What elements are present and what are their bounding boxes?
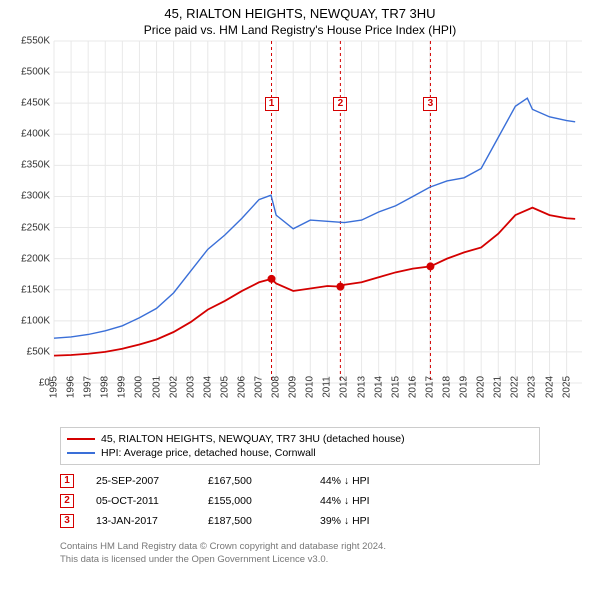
legend-label: 45, RIALTON HEIGHTS, NEWQUAY, TR7 3HU (d…: [101, 433, 405, 445]
y-tick: £250K: [21, 222, 54, 233]
legend-swatch: [67, 452, 95, 454]
x-tick: 2020: [476, 376, 487, 398]
x-tick: 2002: [168, 376, 179, 398]
x-tick: 2001: [151, 376, 162, 398]
legend: 45, RIALTON HEIGHTS, NEWQUAY, TR7 3HU (d…: [60, 427, 540, 465]
x-tick: 2022: [510, 376, 521, 398]
x-tick: 2005: [219, 376, 230, 398]
x-tick: 2023: [527, 376, 538, 398]
x-tick: 2006: [236, 376, 247, 398]
event-row: 1 25-SEP-2007 £167,500 44% ↓ HPI: [60, 471, 540, 491]
y-tick: £150K: [21, 284, 54, 295]
event-number-box: 2: [60, 494, 74, 508]
event-row: 3 13-JAN-2017 £187,500 39% ↓ HPI: [60, 511, 540, 531]
legend-row: 45, RIALTON HEIGHTS, NEWQUAY, TR7 3HU (d…: [67, 432, 533, 446]
event-number-box: 3: [60, 514, 74, 528]
event-delta: 44% ↓ HPI: [320, 475, 410, 487]
event-marker-box: 3: [423, 97, 437, 111]
event-date: 25-SEP-2007: [96, 475, 186, 487]
legend-label: HPI: Average price, detached house, Corn…: [101, 447, 316, 459]
x-tick: 2019: [459, 376, 470, 398]
x-tick: 2014: [373, 376, 384, 398]
event-price: £187,500: [208, 515, 298, 527]
x-tick: 2004: [202, 376, 213, 398]
chart: £0£50K£100K£150K£200K£250K£300K£350K£400…: [0, 41, 600, 421]
x-tick: 2010: [305, 376, 316, 398]
x-tick: 2013: [356, 376, 367, 398]
legend-swatch: [67, 438, 95, 440]
event-delta: 39% ↓ HPI: [320, 515, 410, 527]
footer: Contains HM Land Registry data © Crown c…: [60, 541, 540, 567]
y-tick: £50K: [27, 346, 54, 357]
x-tick: 1997: [83, 376, 94, 398]
x-tick: 2012: [339, 376, 350, 398]
event-delta: 44% ↓ HPI: [320, 495, 410, 507]
events-table: 1 25-SEP-2007 £167,500 44% ↓ HPI 2 05-OCT-201…: [60, 471, 540, 531]
event-price: £155,000: [208, 495, 298, 507]
x-tick: 1998: [100, 376, 111, 398]
x-tick: 1999: [117, 376, 128, 398]
y-tick: £200K: [21, 253, 54, 264]
x-tick: 2011: [322, 376, 333, 398]
footer-line: Contains HM Land Registry data © Crown c…: [60, 541, 540, 554]
x-tick: 1996: [66, 376, 77, 398]
footer-line: This data is licensed under the Open Gov…: [60, 554, 540, 567]
plot-area: £0£50K£100K£150K£200K£250K£300K£350K£400…: [54, 41, 582, 383]
x-tick: 2016: [407, 376, 418, 398]
page-subtitle: Price paid vs. HM Land Registry's House …: [0, 21, 600, 41]
legend-row: HPI: Average price, detached house, Corn…: [67, 446, 533, 460]
x-tick: 1995: [49, 376, 60, 398]
event-marker-box: 1: [265, 97, 279, 111]
x-tick: 2003: [185, 376, 196, 398]
event-number-box: 1: [60, 474, 74, 488]
y-tick: £500K: [21, 67, 54, 78]
y-tick: £300K: [21, 191, 54, 202]
x-tick: 2015: [390, 376, 401, 398]
event-marker-box: 2: [333, 97, 347, 111]
x-tick: 2021: [493, 376, 504, 398]
event-date: 05-OCT-2011: [96, 495, 186, 507]
event-price: £167,500: [208, 475, 298, 487]
x-tick: 2000: [134, 376, 145, 398]
y-tick: £450K: [21, 98, 54, 109]
y-tick: £350K: [21, 160, 54, 171]
plot-svg: [54, 41, 582, 383]
x-tick: 2008: [271, 376, 282, 398]
event-date: 13-JAN-2017: [96, 515, 186, 527]
x-tick: 2017: [424, 376, 435, 398]
page-title: 45, RIALTON HEIGHTS, NEWQUAY, TR7 3HU: [0, 0, 600, 21]
x-tick: 2025: [561, 376, 572, 398]
x-tick: 2018: [442, 376, 453, 398]
y-tick: £100K: [21, 315, 54, 326]
event-row: 2 05-OCT-2011 £155,000 44% ↓ HPI: [60, 491, 540, 511]
y-tick: £400K: [21, 129, 54, 140]
x-tick: 2024: [544, 376, 555, 398]
x-tick: 2009: [288, 376, 299, 398]
x-tick: 2007: [254, 376, 265, 398]
y-tick: £550K: [21, 36, 54, 47]
